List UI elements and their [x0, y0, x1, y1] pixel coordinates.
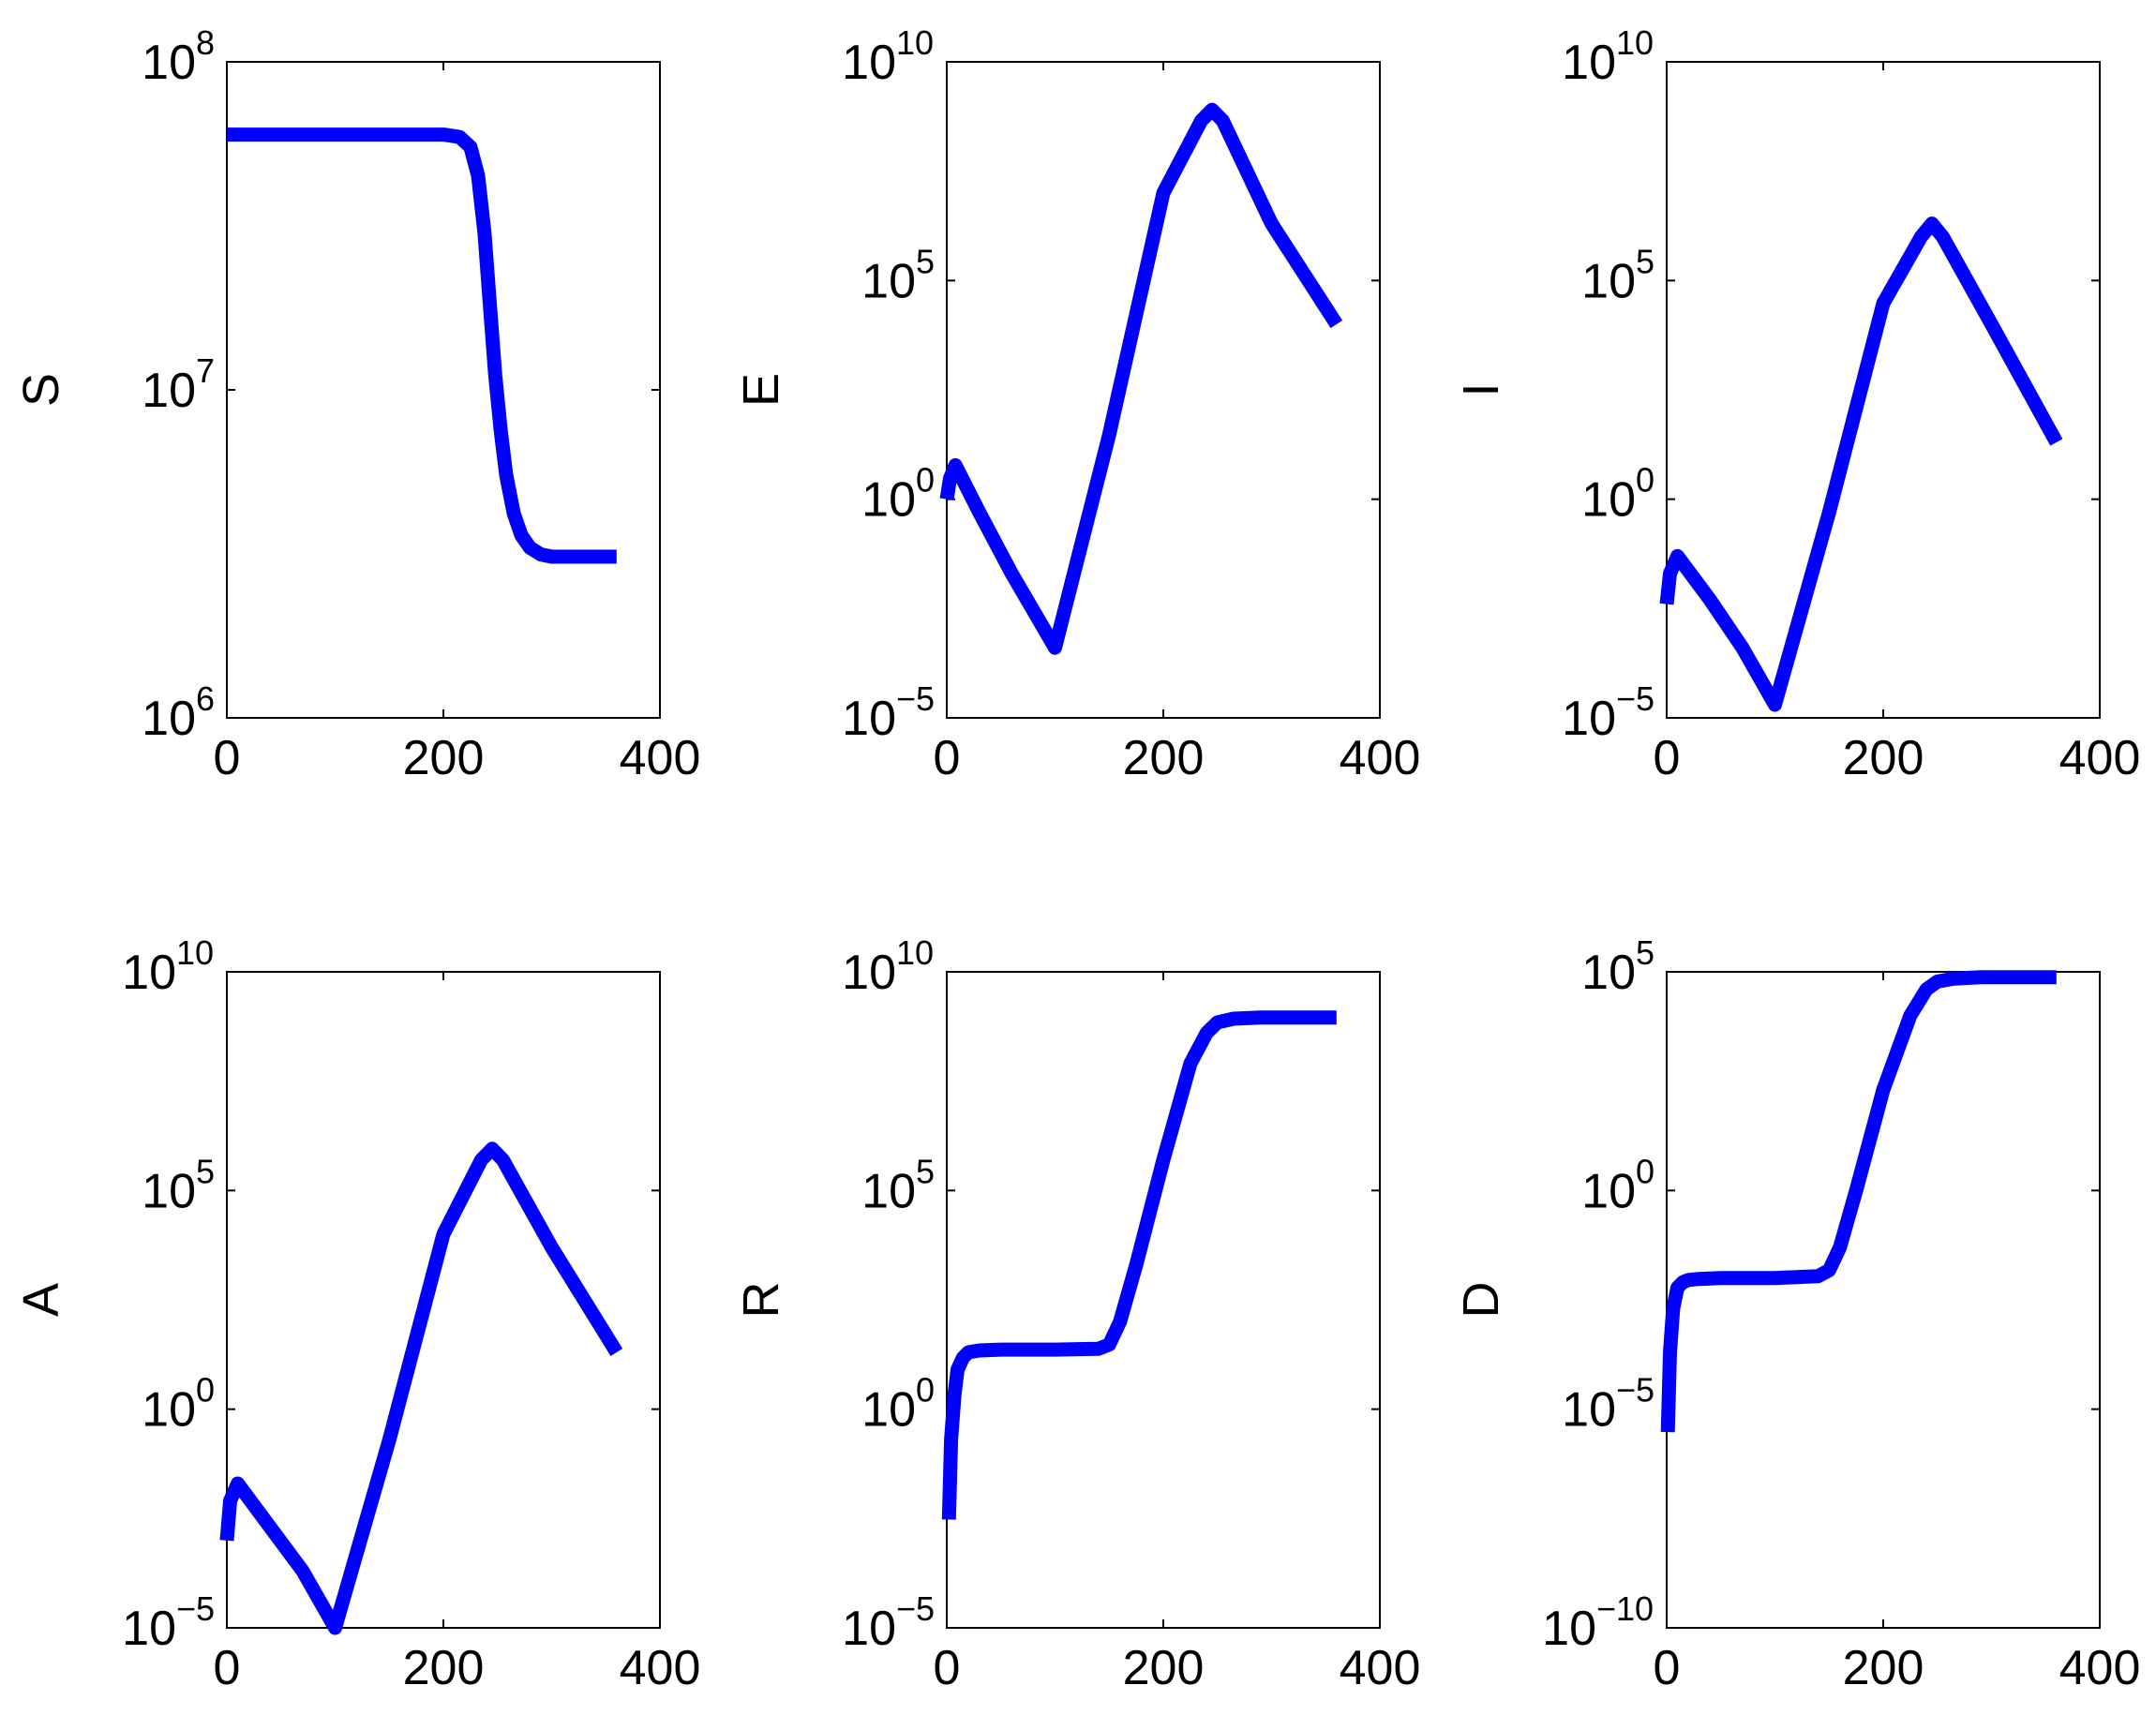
- panel-s-y-axis-label: S: [13, 373, 69, 407]
- panel-r-y-tick-exponent: −5: [896, 1589, 935, 1628]
- panel-s-y-tick-exponent: 8: [196, 23, 215, 62]
- panel-r-y-axis-label: R: [733, 1282, 789, 1319]
- panel-d-y-axis-label: D: [1453, 1282, 1509, 1319]
- panel-a-y-tick-label: 10: [122, 1602, 176, 1656]
- panel-d-x-tick-label: 0: [1654, 1641, 1681, 1695]
- panel-i-x-tick-label: 400: [2059, 731, 2141, 785]
- panel-d-y-tick-label: 10: [1562, 1383, 1616, 1438]
- panel-s-x-tick-label: 0: [214, 731, 241, 785]
- panel-d-y-tick-label: 10: [1581, 1164, 1636, 1218]
- panel-e-y-tick-label: 10: [861, 473, 916, 528]
- panel-i-y-tick-label: 10: [1581, 473, 1636, 528]
- panel-i-y-axis-label: I: [1453, 382, 1509, 396]
- panel-e-y-axis-label: E: [733, 373, 789, 407]
- panel-e-x-tick-label: 200: [1123, 731, 1205, 785]
- panel-d-series-line: [1660, 970, 2057, 1433]
- panel-r-y-tick-label: 10: [842, 946, 896, 1000]
- panel-d-y-tick-exponent: 5: [1636, 933, 1654, 972]
- panel-a-axes-frame: [226, 971, 661, 1629]
- panel-i-y-tick-label: 10: [1581, 254, 1636, 308]
- panel-r-series-line: [941, 1010, 1337, 1520]
- panel-a-x-tick-label: 200: [403, 1641, 485, 1695]
- panel-a-y-tick-exponent: 0: [196, 1371, 215, 1409]
- panel-r-y-tick-label: 10: [842, 1602, 896, 1656]
- panel-s-y-tick-label: 10: [142, 364, 196, 418]
- panel-e-y-tick-exponent: 10: [896, 23, 934, 62]
- panel-r-y-tick-label: 10: [861, 1164, 916, 1218]
- panel-e-series-line: [939, 102, 1343, 655]
- panel-r-x-tick-label: 0: [934, 1641, 961, 1695]
- panel-i-y-tick-exponent: 0: [1636, 461, 1654, 500]
- panel-a-y-axis-label: A: [13, 1283, 69, 1317]
- panel-r-y-tick-label: 10: [861, 1383, 916, 1438]
- panel-i-y-tick-exponent: 10: [1616, 23, 1654, 62]
- panel-a-x-tick-label: 0: [214, 1641, 241, 1695]
- panel-d-x-tick-label: 200: [1843, 1641, 1924, 1695]
- panel-a-y-tick-exponent: 5: [196, 1152, 215, 1190]
- panel-s-x-tick-label: 200: [403, 731, 485, 785]
- panel-e-axes-frame: [946, 61, 1381, 719]
- panel-d-y-tick-exponent: −5: [1616, 1371, 1654, 1409]
- panel-e-y-tick-exponent: −5: [896, 679, 935, 718]
- panel-s-y-tick-exponent: 6: [196, 679, 215, 718]
- panel-i-y-tick-exponent: −5: [1616, 679, 1654, 718]
- panel-s-x-tick-label: 400: [620, 731, 701, 785]
- panel-i-x-tick-label: 0: [1654, 731, 1681, 785]
- panel-r-x-tick-label: 200: [1123, 1641, 1205, 1695]
- panel-r-axes-frame: [946, 971, 1381, 1629]
- panel-a-series-line: [219, 1141, 623, 1635]
- panel-s-y-tick-label: 10: [142, 36, 196, 90]
- panel-d-y-tick-label: 10: [1581, 946, 1636, 1000]
- panel-i-y-tick-label: 10: [1562, 36, 1616, 90]
- panel-d-x-tick-label: 400: [2059, 1641, 2141, 1695]
- panel-d-y-tick-label: 10: [1542, 1602, 1596, 1656]
- panel-a-y-tick-exponent: 10: [176, 933, 214, 972]
- panel-e-x-tick-label: 400: [1340, 731, 1421, 785]
- panel-e-y-tick-label: 10: [861, 254, 916, 308]
- panel-e-y-tick-label: 10: [842, 692, 896, 746]
- panel-r-x-tick-label: 400: [1340, 1641, 1421, 1695]
- panel-r-y-tick-exponent: 0: [916, 1371, 935, 1409]
- panel-r-y-tick-exponent: 5: [916, 1152, 935, 1190]
- panel-a-y-tick-exponent: −5: [176, 1589, 215, 1628]
- panel-s-y-tick-exponent: 7: [196, 351, 215, 390]
- panel-i-y-tick-label: 10: [1562, 692, 1616, 746]
- panel-s-y-tick-label: 10: [142, 692, 196, 746]
- panel-s-axes-frame: [226, 61, 661, 719]
- panel-a-y-tick-label: 10: [142, 1383, 196, 1438]
- panel-d-y-tick-exponent: 0: [1636, 1152, 1654, 1190]
- panel-e-y-tick-exponent: 0: [916, 461, 935, 500]
- panel-e-y-tick-exponent: 5: [916, 242, 935, 280]
- panel-e-y-tick-label: 10: [842, 36, 896, 90]
- panel-d-y-tick-exponent: −10: [1596, 1589, 1654, 1628]
- panel-a-y-tick-label: 10: [122, 946, 176, 1000]
- panel-i-y-tick-exponent: 5: [1636, 242, 1654, 280]
- panel-a-x-tick-label: 400: [620, 1641, 701, 1695]
- panel-a-y-tick-label: 10: [142, 1164, 196, 1218]
- panel-e-x-tick-label: 0: [934, 731, 961, 785]
- panel-s-series-line: [227, 127, 617, 564]
- panel-i-series-line: [1659, 216, 2063, 712]
- panel-r-y-tick-exponent: 10: [896, 933, 934, 972]
- panel-i-x-tick-label: 200: [1843, 731, 1924, 785]
